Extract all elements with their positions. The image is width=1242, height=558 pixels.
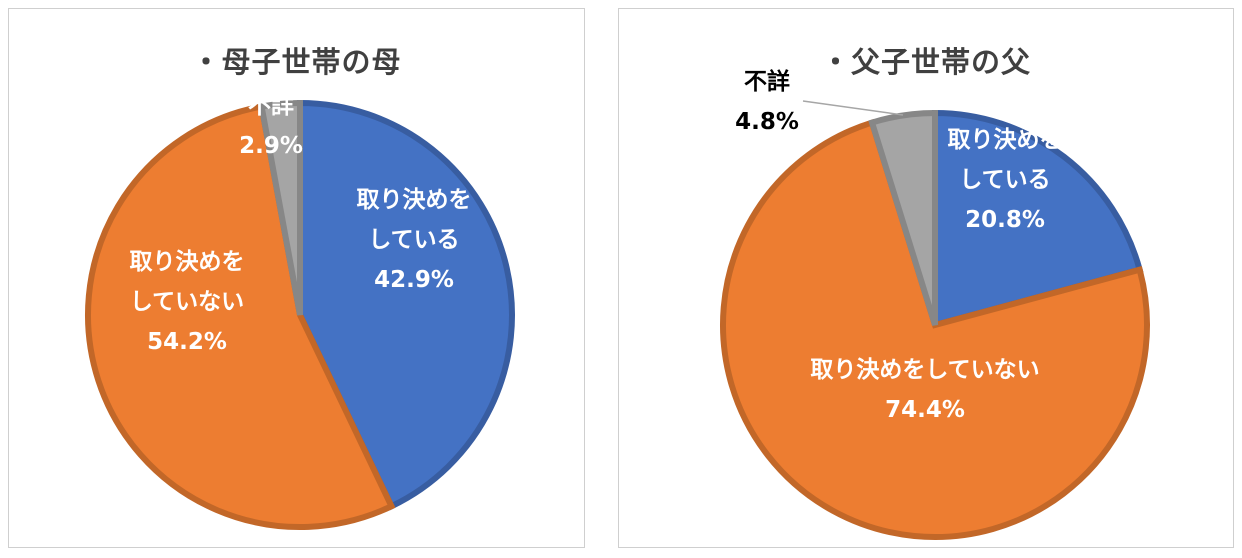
pie-slice — [720, 118, 1150, 540]
slice-value-label: 4.8% — [735, 109, 799, 135]
slice-value-label: 54.2% — [147, 329, 227, 355]
pie-chart-father: 取り決めをしている 20.8% 取り決めをしていない 74.4% 不詳 4.8% — [720, 68, 1150, 540]
slice-value-label: 42.9% — [374, 267, 454, 293]
chart-title: ・母子世帯の母 — [191, 45, 402, 79]
slice-category-label: 取り決めをしていない — [810, 357, 1039, 383]
chart-title: ・父子世帯の父 — [820, 45, 1031, 79]
pie-slice — [85, 103, 396, 530]
slice-label: 取り決めをしていない 54.2% — [130, 249, 245, 355]
slice-category-label: していない — [130, 289, 244, 315]
pie-chart-mother: 取り決めをしている 42.9%取り決めをしていない 54.2%不詳 2.9% — [85, 92, 515, 530]
slice-category-label: 取り決めを — [357, 187, 472, 213]
slice-category-label: している — [959, 167, 1050, 193]
leader-line — [802, 100, 904, 116]
pie-slice — [297, 99, 515, 511]
pie-slice — [868, 109, 938, 326]
slice-category-label: 取り決めを — [130, 249, 245, 275]
pie-slice — [258, 99, 303, 316]
slice-value-label: 20.8% — [965, 207, 1045, 233]
slice-category-label: 不詳 — [744, 68, 790, 95]
slice-category-label: している — [368, 227, 459, 253]
slice-label: 取り決めをしていない 74.4% — [810, 357, 1039, 423]
pie-slice — [932, 109, 1144, 329]
chart-panel-mother: ・母子世帯の母 取り決めをしている 42.9% 取り決めをしていない 54.2% 不詳 2… — [8, 8, 585, 548]
slice-label: 取り決めをしている 42.9% — [357, 187, 472, 293]
slice-category-label: 不詳 — [248, 92, 294, 119]
slice-category-label: 取り決めを — [948, 127, 1063, 153]
slice-value-label: 2.9% — [239, 133, 303, 159]
chart-panel-father: ・父子世帯の父 取り決めをしている 20.8% 取り決めをしていない 74.4% 不詳 4… — [618, 8, 1234, 548]
slice-label: 取り決めをしている 20.8% — [948, 127, 1063, 233]
slice-label: 不詳 2.9% — [239, 92, 303, 159]
slice-label: 不詳 4.8% — [735, 68, 799, 135]
slice-value-label: 74.4% — [885, 397, 965, 423]
